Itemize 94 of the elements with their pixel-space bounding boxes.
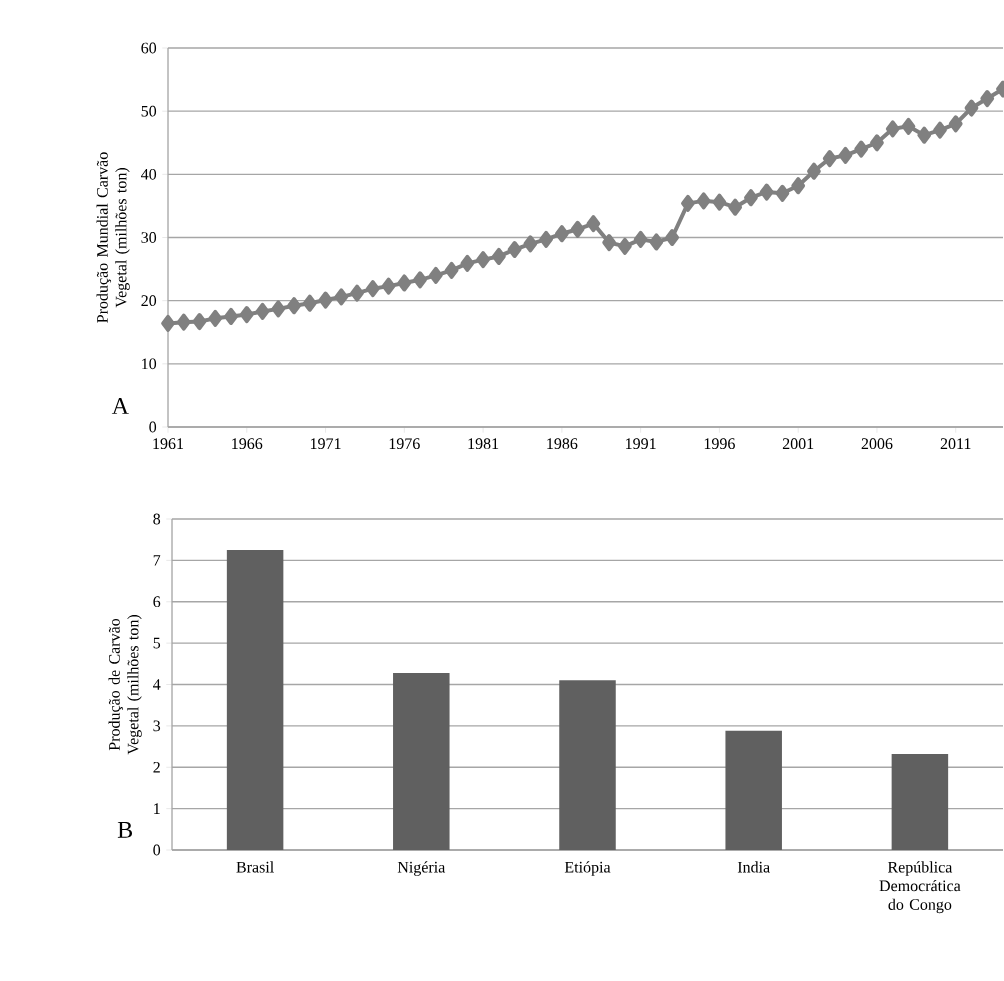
x-tick-label: 2001 — [782, 438, 814, 450]
bar — [725, 730, 782, 850]
bar — [393, 672, 450, 850]
y-axis-title: Produção de Carvão Vegetal (milhões ton) — [108, 615, 142, 755]
x-tick-label: 2011 — [940, 438, 971, 450]
x-tick-label: Etiópia — [564, 861, 611, 876]
y-tick-label: 10 — [142, 358, 157, 370]
point — [381, 277, 396, 295]
point — [744, 189, 758, 207]
point — [586, 215, 601, 233]
y-tick-label: 8 — [153, 513, 161, 525]
x-tick-label: 1961 — [153, 438, 184, 450]
y-tick-label: 50 — [141, 105, 157, 117]
bar — [891, 754, 949, 850]
x-tick-label: Nigéria — [397, 861, 446, 876]
point — [854, 140, 869, 158]
point — [870, 134, 884, 152]
y-tick-label: 20 — [141, 295, 157, 307]
point — [255, 302, 270, 320]
x-tick-label: India — [737, 861, 770, 873]
y-tick-label: 30 — [141, 232, 157, 243]
x-tick-label: Brasil — [236, 861, 274, 873]
point — [523, 235, 538, 253]
x-tick-label: 2006 — [861, 438, 893, 450]
point — [822, 150, 837, 168]
y-axis-title: Produção Mundial Carvão Vegetal (milhões ton) — [96, 152, 130, 323]
point — [964, 99, 979, 117]
y-tick-label: 40 — [141, 168, 157, 180]
text: B — [117, 821, 133, 838]
point — [350, 284, 364, 302]
point — [712, 193, 727, 211]
point — [570, 220, 585, 238]
point — [807, 162, 821, 180]
point — [728, 198, 743, 216]
y-tick-label: 4 — [153, 679, 161, 690]
point — [334, 288, 349, 306]
point — [208, 309, 223, 327]
x-tick-label: 1996 — [704, 438, 735, 450]
y-tick-label: 7 — [153, 555, 161, 566]
y-tick-label: 6 — [153, 596, 161, 608]
point — [428, 266, 443, 284]
point — [318, 291, 333, 309]
point — [287, 297, 301, 315]
point — [176, 313, 191, 331]
point — [413, 271, 427, 289]
point — [948, 115, 963, 133]
x-tick-label: 1971 — [310, 438, 341, 450]
y-tick-label: 0 — [153, 844, 161, 856]
point — [980, 90, 995, 108]
point — [271, 300, 286, 318]
y-tick-label: 1 — [154, 803, 160, 814]
bar — [559, 680, 616, 850]
x-tick-label: República Democrática do Congo — [879, 861, 961, 914]
x-tick-label: 1966 — [232, 438, 263, 450]
x-tick-label: 1976 — [389, 438, 420, 450]
point — [491, 247, 506, 265]
x-tick-label: 1986 — [547, 438, 578, 450]
point — [885, 120, 900, 138]
point — [665, 229, 680, 247]
point — [901, 117, 916, 135]
point — [397, 274, 412, 292]
text: A — [111, 397, 129, 414]
y-tick-label: 3 — [153, 720, 161, 732]
point — [633, 230, 648, 248]
y-tick-label: 0 — [149, 421, 157, 433]
point — [775, 184, 790, 202]
point — [476, 251, 490, 269]
y-tick-label: 2 — [153, 761, 160, 773]
point — [933, 121, 947, 139]
point — [917, 126, 932, 144]
y-tick-label: 5 — [153, 637, 161, 649]
point — [759, 183, 774, 201]
point — [192, 313, 207, 331]
point — [444, 261, 459, 279]
point — [838, 146, 853, 164]
x-tick-label: 1991 — [626, 438, 656, 450]
point — [161, 314, 175, 332]
point — [302, 294, 317, 312]
point — [681, 194, 695, 212]
point — [696, 192, 711, 210]
x-tick-label: 1981 — [468, 438, 499, 450]
point — [224, 307, 238, 325]
bar — [226, 550, 284, 850]
point — [539, 230, 553, 248]
point — [507, 241, 522, 259]
y-tick-label: 60 — [141, 42, 157, 54]
point — [649, 233, 664, 251]
point — [365, 280, 380, 298]
point — [460, 254, 475, 272]
point — [618, 237, 632, 255]
point — [554, 225, 569, 243]
point — [239, 306, 254, 324]
point — [791, 177, 806, 195]
point — [602, 234, 617, 252]
